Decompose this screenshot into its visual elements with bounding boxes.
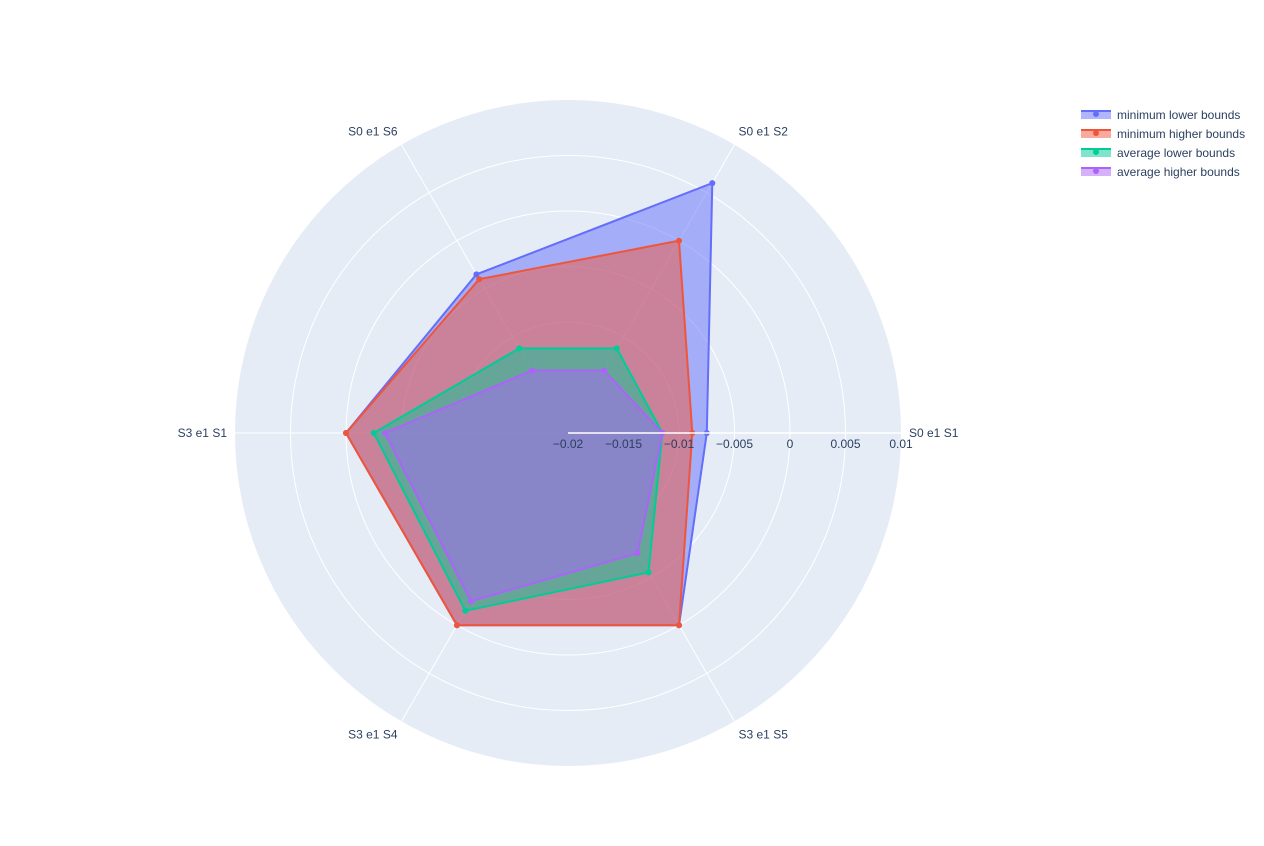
series-point xyxy=(613,345,620,352)
series-point xyxy=(462,607,469,614)
series-average-higher-bounds xyxy=(381,367,666,605)
radial-tick-label: −0.01 xyxy=(664,437,695,451)
legend-label: average higher bounds xyxy=(1117,165,1240,179)
radial-tick-label: −0.02 xyxy=(553,437,584,451)
series-point xyxy=(473,271,480,278)
series-point xyxy=(381,430,388,436)
radial-tick-label: 0.01 xyxy=(889,437,913,451)
legend-item[interactable]: minimum lower bounds xyxy=(1081,108,1240,122)
legend-label: average lower bounds xyxy=(1117,146,1235,160)
legend[interactable]: minimum lower bounds minimum higher bound… xyxy=(1081,108,1245,179)
legend-label: minimum lower bounds xyxy=(1117,108,1240,122)
series-point xyxy=(676,237,682,244)
angular-tick-label: S0 e1 S1 xyxy=(909,426,959,440)
angular-tick-label: S3 e1 S1 xyxy=(178,426,228,440)
angular-tick-label: S0 e1 S2 xyxy=(739,125,789,139)
radial-tick-label: 0 xyxy=(787,437,794,451)
series-point xyxy=(709,180,716,187)
angular-tick-label: S3 e1 S5 xyxy=(739,727,789,741)
series-point xyxy=(454,622,460,629)
legend-label: minimum higher bounds xyxy=(1117,127,1245,141)
radial-tick-label: 0.005 xyxy=(830,437,860,451)
series-point xyxy=(601,367,608,374)
series-point xyxy=(343,430,349,436)
angular-tick-label: S3 e1 S4 xyxy=(348,727,398,741)
legend-item[interactable]: minimum higher bounds xyxy=(1081,127,1245,141)
series-point xyxy=(370,430,377,436)
series-point xyxy=(645,569,652,576)
radial-tick-label: −0.015 xyxy=(605,437,642,451)
radial-axis: −0.02 −0.015 −0.01 −0.005 0 0.005 0.01 xyxy=(553,432,913,451)
series-point xyxy=(467,598,474,605)
legend-marker xyxy=(1093,130,1099,136)
series-point xyxy=(676,622,682,629)
series-layer xyxy=(343,180,716,629)
legend-marker xyxy=(1093,149,1099,155)
legend-marker xyxy=(1093,168,1099,174)
angular-axis-labels: S0 e1 S1 S0 e1 S2 S0 e1 S6 S3 e1 S1 S3 e1 S4… xyxy=(178,125,959,742)
angular-tick-label: S0 e1 S6 xyxy=(348,125,398,139)
radial-tick-label: −0.005 xyxy=(716,437,753,451)
series-point xyxy=(476,276,483,283)
legend-marker xyxy=(1093,111,1099,117)
legend-item[interactable]: average higher bounds xyxy=(1081,165,1240,179)
series-point xyxy=(634,550,641,557)
series-point xyxy=(516,345,523,352)
series-point xyxy=(528,367,535,374)
legend-item[interactable]: average lower bounds xyxy=(1081,146,1235,160)
